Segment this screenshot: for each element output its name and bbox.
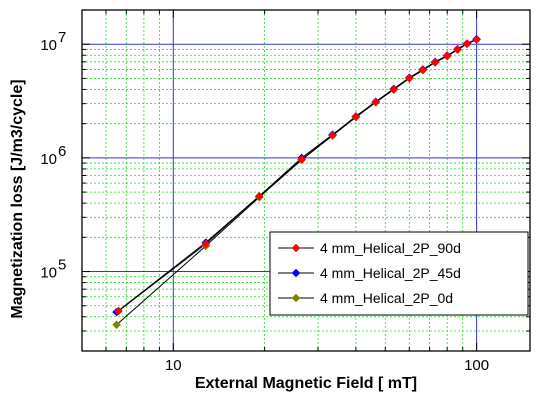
x-axis-title: External Magnetic Field [ mT] bbox=[195, 375, 417, 392]
data-point bbox=[453, 45, 462, 54]
legend-label: 4 mm_Helical_2P_90d bbox=[320, 240, 461, 256]
data-point bbox=[462, 39, 472, 49]
data-point bbox=[371, 97, 381, 107]
data-point bbox=[297, 155, 307, 164]
x-tick-label: 10 bbox=[165, 357, 182, 374]
y-tick-label: 10 5 bbox=[40, 257, 66, 282]
legend-label: 4 mm_Helical_2P_0d bbox=[320, 290, 453, 306]
legend-marker bbox=[291, 268, 301, 278]
data-point bbox=[112, 320, 121, 330]
legend-marker bbox=[291, 293, 301, 303]
legend-marker bbox=[291, 243, 301, 253]
x-tick-labels: 10 100 bbox=[165, 357, 489, 374]
data-point bbox=[430, 57, 440, 67]
data-point bbox=[328, 130, 337, 140]
data-point bbox=[351, 112, 361, 122]
legend-item: 4 mm_Helical_2P_0d bbox=[278, 290, 453, 306]
data-point bbox=[472, 35, 481, 44]
y-tick-exponent: 5 bbox=[58, 257, 66, 274]
data-point bbox=[389, 85, 399, 94]
plot-frame bbox=[81, 9, 531, 352]
y-tick-base: 10 bbox=[40, 265, 57, 282]
data-point bbox=[254, 191, 264, 201]
y-tick-label: 10 7 bbox=[40, 29, 66, 54]
x-tick-label: 100 bbox=[464, 357, 489, 374]
legend-label: 4 mm_Helical_2P_45d bbox=[320, 265, 461, 281]
series-markers-0 bbox=[114, 35, 481, 316]
data-point bbox=[201, 239, 211, 249]
series-layer bbox=[112, 34, 481, 330]
y-tick-exponent: 7 bbox=[58, 29, 66, 46]
y-tick-exponent: 6 bbox=[58, 143, 66, 160]
legend-item: 4 mm_Helical_2P_45d bbox=[278, 265, 461, 281]
y-axis-title: Magnetization loss [J/m3/cycle] bbox=[9, 79, 26, 318]
legend: 4 mm_Helical_2P_90d 4 mm_Helical_2P_45d 4 … bbox=[269, 231, 529, 316]
legend-item: 4 mm_Helical_2P_90d bbox=[278, 240, 461, 256]
data-point bbox=[114, 306, 123, 316]
y-tick-base: 10 bbox=[40, 151, 57, 168]
y-tick-base: 10 bbox=[40, 37, 57, 54]
data-point bbox=[404, 73, 414, 83]
y-tick-label: 10 6 bbox=[40, 143, 66, 168]
data-point bbox=[418, 65, 428, 75]
data-point bbox=[442, 51, 452, 61]
